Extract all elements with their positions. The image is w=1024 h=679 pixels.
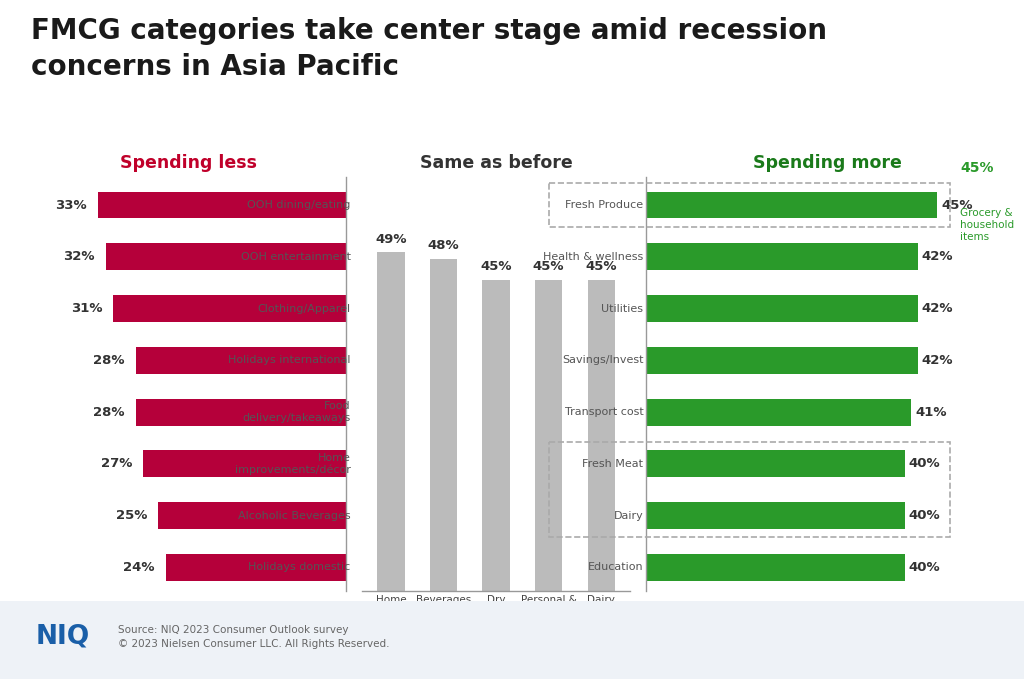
- Bar: [646, 191, 937, 219]
- Text: 32%: 32%: [63, 251, 94, 263]
- Text: 42%: 42%: [922, 302, 953, 315]
- Text: 45%: 45%: [961, 161, 993, 175]
- Text: 27%: 27%: [100, 458, 132, 471]
- Text: 28%: 28%: [93, 405, 125, 419]
- Text: Source: NIQ 2023 Consumer Outlook survey
© 2023 Nielsen Consumer LLC. All Rights: Source: NIQ 2023 Consumer Outlook survey…: [118, 625, 389, 649]
- Bar: [166, 554, 346, 581]
- Bar: [377, 253, 404, 591]
- Bar: [535, 280, 562, 591]
- Text: OOH entertainment: OOH entertainment: [241, 252, 350, 262]
- Bar: [646, 450, 905, 477]
- Text: Home
improvements/décor: Home improvements/décor: [234, 453, 350, 475]
- Bar: [646, 554, 905, 581]
- Text: Education: Education: [588, 562, 643, 572]
- Text: 45%: 45%: [941, 198, 973, 212]
- Text: 45%: 45%: [480, 260, 512, 273]
- Text: Holidays domestic: Holidays domestic: [249, 562, 350, 572]
- Text: Savings/Invest: Savings/Invest: [562, 355, 643, 365]
- Bar: [646, 502, 905, 529]
- Text: Fresh Produce: Fresh Produce: [565, 200, 643, 210]
- Text: 42%: 42%: [922, 251, 953, 263]
- Text: NIQ: NIQ: [36, 624, 90, 650]
- Text: 48%: 48%: [428, 240, 459, 253]
- Title: Spending less: Spending less: [120, 154, 257, 172]
- Bar: [136, 399, 346, 426]
- Bar: [114, 295, 346, 322]
- Text: 40%: 40%: [909, 458, 940, 471]
- Text: 33%: 33%: [55, 198, 87, 212]
- Bar: [482, 280, 510, 591]
- Text: FMCG categories take center stage amid recession
concerns in Asia Pacific: FMCG categories take center stage amid r…: [31, 17, 826, 81]
- Text: Clothing/Apparel: Clothing/Apparel: [258, 304, 350, 314]
- Text: 31%: 31%: [71, 302, 102, 315]
- Bar: [646, 243, 918, 270]
- Text: Transport cost: Transport cost: [564, 407, 643, 417]
- Bar: [136, 347, 346, 374]
- Text: Holidays international: Holidays international: [228, 355, 350, 365]
- Text: Health & wellness: Health & wellness: [543, 252, 643, 262]
- Text: Dairy: Dairy: [613, 511, 643, 521]
- Bar: [159, 502, 346, 529]
- Bar: [588, 280, 614, 591]
- Text: 49%: 49%: [375, 233, 407, 246]
- Text: 41%: 41%: [915, 405, 947, 419]
- Bar: [105, 243, 346, 270]
- Bar: [143, 450, 346, 477]
- Text: OOH dining/eating: OOH dining/eating: [248, 200, 350, 210]
- Text: 25%: 25%: [116, 509, 147, 522]
- Text: 45%: 45%: [586, 260, 616, 273]
- Text: Fresh Meat: Fresh Meat: [583, 459, 643, 469]
- Bar: [646, 295, 918, 322]
- Text: 24%: 24%: [123, 561, 155, 574]
- Text: Food
delivery/takeaways: Food delivery/takeaways: [243, 401, 350, 423]
- Text: 42%: 42%: [922, 354, 953, 367]
- Text: 40%: 40%: [909, 509, 940, 522]
- Bar: [646, 399, 911, 426]
- Bar: [646, 347, 918, 374]
- Text: Grocery &
household
items: Grocery & household items: [961, 208, 1014, 242]
- Text: 40%: 40%: [909, 561, 940, 574]
- Text: Alcoholic Beverages: Alcoholic Beverages: [238, 511, 350, 521]
- Title: Same as before: Same as before: [420, 154, 572, 172]
- Text: 45%: 45%: [532, 260, 564, 273]
- Bar: [98, 191, 346, 219]
- Text: 28%: 28%: [93, 354, 125, 367]
- Text: Utilities: Utilities: [601, 304, 643, 314]
- Bar: [430, 259, 457, 591]
- Title: Spending more: Spending more: [753, 154, 902, 172]
